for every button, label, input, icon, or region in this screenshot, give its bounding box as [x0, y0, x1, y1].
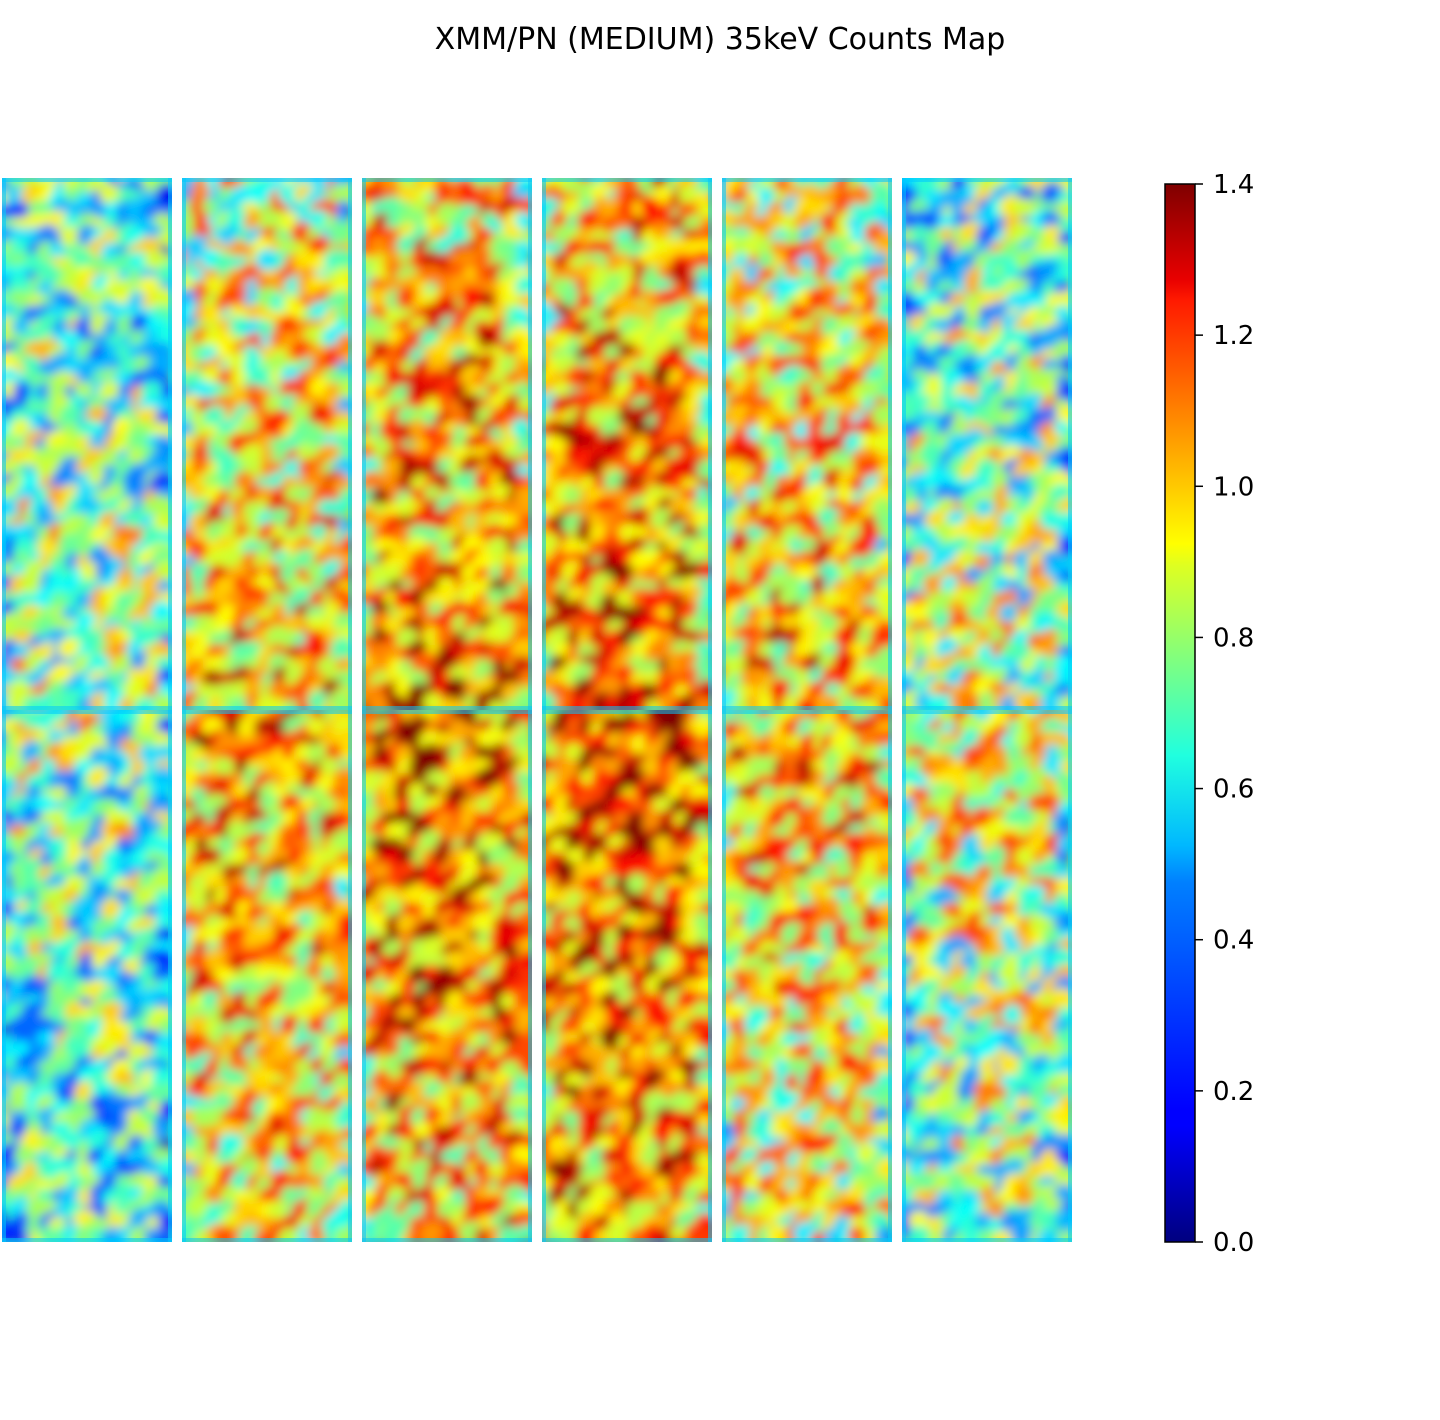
ccd-2-2 — [182, 710, 352, 1242]
ccd-2-6 — [902, 710, 1072, 1242]
colorbar: 0.0 0.2 0.4 0.6 0.8 1.0 1.2 1.4 — [1164, 170, 1254, 1258]
ccd-1-5 — [722, 178, 892, 710]
ccd-layer — [2, 178, 1072, 1242]
chart-title: XMM/PN (MEDIUM) 35keV Counts Map — [434, 22, 1006, 57]
colorbar-tick-label: 0.4 — [1213, 926, 1254, 956]
ccd-1-4 — [542, 178, 712, 710]
colorbar-tick-label: 0.2 — [1213, 1077, 1254, 1107]
colorbar-tick-label: 1.0 — [1213, 472, 1254, 502]
ccd-2-3 — [362, 710, 532, 1242]
colorbar-gradient — [1164, 183, 1196, 1243]
colorbar-tick-label: 0.0 — [1213, 1228, 1254, 1258]
ccd-1-1 — [2, 178, 172, 710]
colorbar-ticks: 0.0 0.2 0.4 0.6 0.8 1.0 1.2 1.4 — [1195, 170, 1254, 1258]
ccd-1-3 — [362, 178, 532, 710]
ccd-2-1 — [2, 710, 172, 1242]
colorbar-tick-label: 1.2 — [1213, 321, 1254, 351]
ccd-1-2 — [182, 178, 352, 710]
colorbar-tick-label: 0.6 — [1213, 775, 1254, 805]
colorbar-tick-label: 0.8 — [1213, 623, 1254, 653]
ccd-2-4 — [542, 710, 712, 1242]
colorbar-tick-label: 1.4 — [1213, 170, 1254, 200]
ccd-2-5 — [722, 710, 892, 1242]
ccd-1-6 — [902, 178, 1072, 710]
